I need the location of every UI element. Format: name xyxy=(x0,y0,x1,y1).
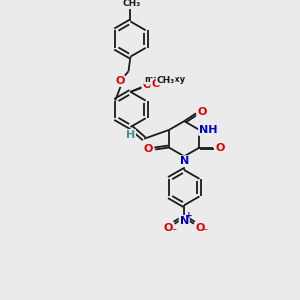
Text: ⁻: ⁻ xyxy=(171,228,176,238)
Text: O: O xyxy=(151,79,160,89)
Text: +: + xyxy=(185,212,193,220)
Text: CH₃: CH₃ xyxy=(157,76,175,85)
Text: O: O xyxy=(164,223,173,233)
Text: O: O xyxy=(215,142,225,152)
Text: N: N xyxy=(180,216,189,226)
Text: O: O xyxy=(144,145,153,154)
Text: NH: NH xyxy=(199,125,218,135)
Text: O: O xyxy=(142,80,152,90)
Text: O: O xyxy=(197,107,206,117)
Text: O: O xyxy=(115,76,124,86)
Text: H: H xyxy=(126,130,135,140)
Text: CH₃: CH₃ xyxy=(122,0,141,8)
Text: ⁻: ⁻ xyxy=(202,228,207,238)
Text: N: N xyxy=(180,156,189,166)
Text: methoxy: methoxy xyxy=(144,75,185,84)
Text: O: O xyxy=(195,223,205,233)
